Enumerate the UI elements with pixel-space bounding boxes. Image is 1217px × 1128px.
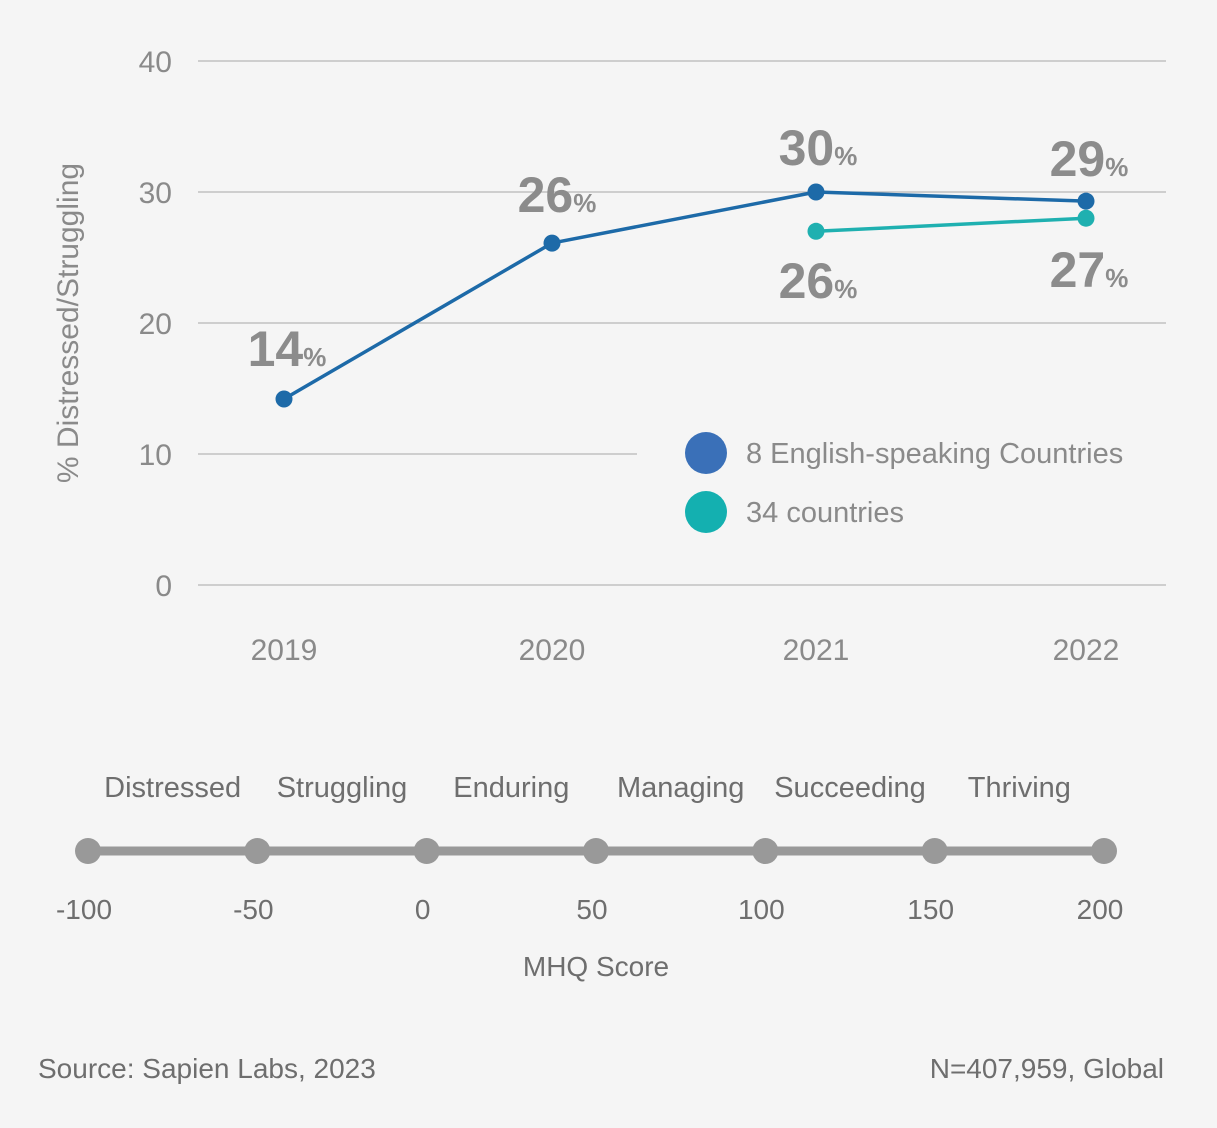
data-label-suffix: %: [303, 342, 326, 372]
data-label-value: 14: [248, 321, 304, 377]
mhq-axis-title: MHQ Score: [523, 951, 669, 982]
y-tick-label: 30: [139, 177, 172, 210]
series-line-1: [283, 190, 1087, 401]
y-axis-label: % Distressed/Struggling: [52, 163, 85, 483]
data-point: [1077, 192, 1095, 210]
x-tick-label: 2020: [519, 634, 586, 667]
data-label: 14%: [248, 321, 327, 377]
data-label: 30%: [779, 120, 858, 176]
data-label-suffix: %: [1105, 263, 1128, 293]
mhq-tick-label: -100: [56, 894, 112, 925]
y-tick-label: 10: [139, 439, 172, 472]
y-tick-label: 40: [139, 46, 172, 79]
y-tick-label: 20: [139, 308, 172, 341]
mhq-scale-point: [1091, 838, 1117, 864]
mhq-tick-label: 0: [415, 894, 431, 925]
mhq-category-label: Succeeding: [774, 772, 926, 804]
mhq-category-label: Thriving: [968, 772, 1071, 804]
mhq-scale-point: [583, 838, 609, 864]
legend-swatch: [685, 432, 727, 474]
mhq-category-label: Enduring: [453, 772, 569, 804]
mhq-scale-point: [752, 838, 779, 864]
legend-swatch: [685, 491, 727, 533]
mhq-tick-label: -50: [233, 894, 273, 925]
data-label-value: 30: [779, 120, 835, 176]
data-label-suffix: %: [834, 141, 857, 171]
data-point: [275, 390, 293, 408]
source-note: Source: Sapien Labs, 2023: [38, 1053, 376, 1084]
mhq-tick-label: 200: [1077, 894, 1124, 925]
mhq-tick-label: 100: [738, 894, 785, 925]
mhq-category-label: Struggling: [277, 772, 408, 804]
data-label-suffix: %: [834, 274, 857, 304]
data-point: [1077, 209, 1095, 227]
sample-note: N=407,959, Global: [930, 1053, 1164, 1084]
data-label-suffix: %: [573, 188, 596, 218]
mhq-scale-point: [921, 838, 948, 864]
data-label: 27%: [1050, 242, 1129, 298]
data-point: [807, 183, 825, 201]
mhq-tick-label: 150: [907, 894, 954, 925]
x-tick-label: 2021: [783, 634, 850, 667]
data-label-suffix: %: [1105, 152, 1128, 182]
data-label-value: 29: [1050, 131, 1106, 187]
mhq-scale-point: [244, 838, 271, 864]
data-label: 26%: [779, 253, 858, 309]
x-tick-label: 2022: [1053, 634, 1120, 667]
y-tick-label: 0: [155, 570, 172, 603]
legend-label: 8 English-speaking Countries: [746, 438, 1123, 470]
data-point: [543, 234, 561, 252]
mhq-category-label: Managing: [617, 772, 744, 804]
data-point: [807, 222, 825, 240]
data-label-value: 26: [518, 167, 574, 223]
mhq-category-label: Distressed: [104, 772, 241, 804]
series-line-2: [815, 216, 1087, 234]
data-label: 26%: [518, 167, 597, 223]
data-label: 29%: [1050, 131, 1129, 187]
data-label-value: 27: [1050, 242, 1106, 298]
mhq-scale-point: [413, 838, 440, 864]
x-tick-label: 2019: [251, 634, 318, 667]
legend-label: 34 countries: [746, 497, 904, 529]
mhq-tick-label: 50: [576, 894, 607, 925]
mhq-scale-point: [75, 838, 101, 864]
data-label-value: 26: [779, 253, 835, 309]
